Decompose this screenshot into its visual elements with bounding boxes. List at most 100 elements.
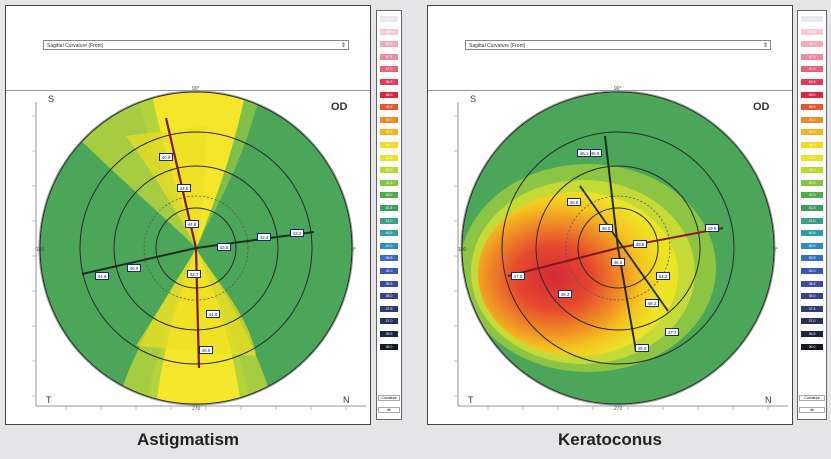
legend-swatch: 37.5 xyxy=(800,304,824,313)
legend-swatch: 40.0 xyxy=(379,241,399,250)
legend-swatch: 41.5 xyxy=(379,204,399,212)
astigmatism-topography-map: 90° 0° 180 270 xyxy=(32,86,366,412)
curvature-marker: 46.1 xyxy=(577,149,591,157)
legend-swatch: 37.5 xyxy=(379,304,399,313)
eye-label: OD xyxy=(753,101,770,113)
curvature-marker: 44.8 xyxy=(185,220,199,228)
legend-unit: dk xyxy=(378,407,400,413)
curvature-marker: 45.9 xyxy=(199,346,213,354)
chevron-down-icon: ⇕ xyxy=(762,43,768,49)
keratoconus-panel: Sagittal Curvature (Front) ⇕ xyxy=(427,5,793,425)
legend-swatch: 40.0 xyxy=(800,241,824,250)
svg-text:0°: 0° xyxy=(773,247,778,253)
legend-swatch: 49.0 xyxy=(800,15,824,23)
legend-swatch: 48.0 xyxy=(800,40,824,49)
curvature-marker: 49.3 xyxy=(558,290,572,298)
legend-swatch: 41.0 xyxy=(800,216,824,225)
superior-label: S xyxy=(470,94,477,104)
legend-swatch: 46.5 xyxy=(379,78,399,86)
curvature-marker: 51.2 xyxy=(656,272,670,280)
curvature-marker: 46.5 xyxy=(611,258,625,266)
svg-text:270: 270 xyxy=(192,406,201,412)
legend-swatch: 45.0 xyxy=(379,115,399,124)
legend-swatch: 45.5 xyxy=(379,103,399,112)
legend-swatch: 39.0 xyxy=(800,267,824,275)
legend-swatch: 44.5 xyxy=(800,128,824,137)
nasal-label: N xyxy=(765,395,772,405)
curvature-marker: 40.9 xyxy=(159,153,173,161)
legend-swatch: 43.0 xyxy=(800,166,824,175)
chevron-down-icon: ⇕ xyxy=(340,43,346,49)
curvature-marker: 43.2 xyxy=(290,229,304,237)
legend-swatch: 39.5 xyxy=(800,254,824,263)
eye-label: OD xyxy=(331,101,348,113)
legend-swatch: 47.0 xyxy=(379,65,399,74)
legend-swatch: 49.0 xyxy=(379,15,399,23)
svg-text:90°: 90° xyxy=(614,86,622,92)
svg-text:270: 270 xyxy=(614,406,623,412)
legend-swatch: 48.5 xyxy=(379,27,399,36)
curvature-marker: 46.9 xyxy=(127,264,141,272)
legend-swatch: 36.5 xyxy=(379,330,399,338)
legend-swatch: 37.0 xyxy=(800,317,824,326)
legend-swatch: 43.5 xyxy=(800,153,824,162)
legend-swatch: 40.5 xyxy=(800,229,824,238)
legend-swatch: 39.5 xyxy=(379,254,399,263)
curvature-marker: 47.7 xyxy=(665,328,679,336)
svg-text:180: 180 xyxy=(36,247,45,253)
curvature-marker: 44.6 xyxy=(95,272,109,280)
astigmatism-caption: Astigmatism xyxy=(136,430,240,449)
legend-swatch: 48.0 xyxy=(379,40,399,49)
curvature-marker: 45.0 xyxy=(635,344,649,352)
map-type-value: Sagittal Curvature (Front) xyxy=(469,43,526,49)
header-divider xyxy=(428,90,792,91)
legend-swatch: 39.0 xyxy=(379,267,399,275)
curvature-marker: 44.8 xyxy=(206,310,220,318)
nasal-label: N xyxy=(343,395,350,405)
curvature-marker: 43.4 xyxy=(257,233,271,241)
curvature-marker: 43.5 xyxy=(217,243,231,251)
legend-swatch: 44.0 xyxy=(800,141,824,149)
legend-swatch: 44.0 xyxy=(379,141,399,149)
legend-swatch: 42.5 xyxy=(379,178,399,187)
curvature-marker: 48.5 xyxy=(599,224,613,232)
legend-swatch: 46.0 xyxy=(379,90,399,99)
legend-swatch: 40.5 xyxy=(379,229,399,238)
legend-swatch: 43.5 xyxy=(379,153,399,162)
legend-swatch: 37.0 xyxy=(379,317,399,326)
legend-swatch: 48.5 xyxy=(800,27,824,36)
legend-swatch: 36.5 xyxy=(800,330,824,338)
curvature-marker: 46.8 xyxy=(567,198,581,206)
legend-swatch: 42.0 xyxy=(800,191,824,200)
legend-swatch: 41.5 xyxy=(800,204,824,212)
color-scale-legend-2: 49.0 48.5 48.0 47.5 47.0 46.5 46.0 45.5 45.0 44.5… xyxy=(797,10,827,420)
legend-swatch: 38.5 xyxy=(800,279,824,288)
keratoconus-topography-map: 90° 0° 180 270 xyxy=(454,86,788,412)
curvature-marker: 44.5 xyxy=(177,184,191,192)
legend-swatch: 46.0 xyxy=(800,90,824,99)
legend-swatch: 47.0 xyxy=(800,65,824,74)
legend-swatch: 46.5 xyxy=(800,78,824,86)
legend-swatch: 45.5 xyxy=(800,103,824,112)
legend-swatch: 41.0 xyxy=(379,216,399,225)
color-scale-legend-1: 49.0 48.5 48.0 47.5 47.0 46.5 46.0 45.5 45.0 44.5… xyxy=(376,10,402,420)
legend-swatch: 36.0 xyxy=(800,342,824,351)
map-type-dropdown[interactable]: Sagittal Curvature (Front) ⇕ xyxy=(43,40,349,50)
astigmatism-panel: Sagittal Curvature (Front) ⇕ xyxy=(5,5,371,425)
legend-swatch: 43.0 xyxy=(379,166,399,175)
curvature-marker: 47.5 xyxy=(511,272,525,280)
map-type-value: Sagittal Curvature (Front) xyxy=(47,43,104,49)
legend-swatch: 45.0 xyxy=(800,115,824,124)
legend-swatch: 47.5 xyxy=(800,52,824,61)
legend-swatch: 38.0 xyxy=(379,292,399,301)
map-type-dropdown[interactable]: Sagittal Curvature (Front) ⇕ xyxy=(465,40,771,50)
legend-swatch: 38.5 xyxy=(379,279,399,288)
keratoconus-caption: Keratoconus xyxy=(558,430,662,449)
legend-caption: Curvature xyxy=(378,395,400,401)
legend-swatch: 42.0 xyxy=(379,191,399,200)
svg-text:90°: 90° xyxy=(192,86,200,92)
temporal-label: T xyxy=(46,395,52,405)
header-divider xyxy=(6,90,370,91)
svg-text:180: 180 xyxy=(458,247,467,253)
legend-unit: dk xyxy=(799,407,825,413)
